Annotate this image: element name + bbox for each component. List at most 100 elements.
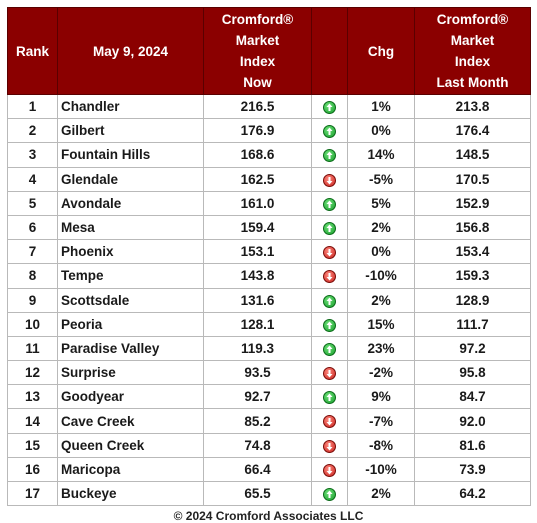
city-cell: Glendale (57, 166, 204, 192)
index-last-month-cell: 95.8 (414, 360, 531, 386)
header-index-now: Cromford® Market Index Now (203, 7, 312, 95)
table-row: 11 Paradise Valley 119.3 23% 97.2 (7, 335, 531, 362)
city-cell: Fountain Hills (57, 142, 204, 168)
header-trend (311, 7, 348, 95)
rank-cell: 8 (7, 263, 58, 289)
table-row: 6 Mesa 159.4 2% 156.8 (7, 214, 531, 241)
index-now-cell: 66.4 (203, 456, 312, 483)
header-rank: Rank (7, 7, 58, 95)
index-last-month-cell: 176.4 (414, 118, 531, 144)
index-last-month-cell: 92.0 (414, 408, 531, 434)
index-now-cell: 159.4 (203, 214, 312, 241)
index-now-cell: 162.5 (203, 166, 312, 192)
index-now-cell: 216.5 (203, 93, 312, 120)
city-cell: Mesa (57, 214, 204, 241)
rank-cell: 11 (7, 335, 58, 362)
index-now-cell: 153.1 (203, 239, 312, 265)
index-now-cell: 85.2 (203, 408, 312, 434)
table-row: 9 Scottsdale 131.6 2% 128.9 (7, 287, 531, 313)
rank-cell: 3 (7, 142, 58, 168)
trend-cell (311, 93, 348, 120)
city-cell: Queen Creek (57, 432, 204, 458)
trend-cell (311, 480, 348, 507)
chg-cell: 14% (347, 142, 415, 168)
index-last-month-cell: 84.7 (414, 384, 531, 410)
header-chg: Chg (347, 7, 415, 95)
table-row: 13 Goodyear 92.7 9% 84.7 (7, 384, 531, 410)
rank-cell: 14 (7, 408, 58, 434)
arrow-down-icon (323, 415, 336, 429)
chg-cell: 2% (347, 480, 415, 507)
trend-cell (311, 360, 348, 386)
arrow-down-icon (323, 439, 336, 453)
city-cell: Goodyear (57, 384, 204, 410)
arrow-down-icon (323, 270, 336, 284)
chg-cell: 2% (347, 214, 415, 241)
rank-cell: 15 (7, 432, 58, 458)
market-index-table-container: Rank May 9, 2024 Cromford® Market Index … (7, 7, 531, 523)
index-last-month-cell: 152.9 (414, 190, 531, 216)
trend-cell (311, 166, 348, 192)
copyright-footer: © 2024 Cromford Associates LLC (173, 509, 364, 523)
city-cell: Maricopa (57, 456, 204, 483)
market-index-table: Rank May 9, 2024 Cromford® Market Index … (7, 7, 531, 507)
rank-cell: 17 (7, 480, 58, 507)
arrow-up-icon (323, 318, 336, 332)
index-now-cell: 161.0 (203, 190, 312, 216)
rank-cell: 2 (7, 118, 58, 144)
city-cell: Buckeye (57, 480, 204, 507)
chg-cell: 1% (347, 93, 415, 120)
arrow-up-icon (323, 391, 336, 405)
header-now-line: Index (239, 54, 276, 69)
trend-cell (311, 432, 348, 458)
index-last-month-cell: 153.4 (414, 239, 531, 265)
trend-cell (311, 456, 348, 483)
rank-cell: 1 (7, 93, 58, 120)
header-row: Rank May 9, 2024 Cromford® Market Index … (7, 7, 531, 95)
header-last-line: Last Month (436, 75, 509, 90)
trend-cell (311, 311, 348, 337)
trend-cell (311, 384, 348, 410)
index-last-month-cell: 111.7 (414, 311, 531, 337)
arrow-up-icon (323, 101, 336, 115)
index-now-cell: 92.7 (203, 384, 312, 410)
arrow-up-icon (323, 294, 336, 308)
header-index-last-month: Cromford® Market Index Last Month (414, 7, 531, 95)
table-row: 16 Maricopa 66.4 -10% 73.9 (7, 456, 531, 483)
table-row: 10 Peoria 128.1 15% 111.7 (7, 311, 531, 337)
arrow-down-icon (323, 173, 336, 187)
trend-cell (311, 118, 348, 144)
rank-cell: 6 (7, 214, 58, 241)
trend-cell (311, 287, 348, 313)
arrow-up-icon (323, 197, 336, 211)
index-last-month-cell: 148.5 (414, 142, 531, 168)
arrow-up-icon (323, 149, 336, 163)
chg-cell: -8% (347, 432, 415, 458)
arrow-down-icon (323, 463, 336, 477)
table-row: 4 Glendale 162.5 -5% 170.5 (7, 166, 531, 192)
header-now-line: Cromford® (221, 12, 294, 27)
city-cell: Phoenix (57, 239, 204, 265)
arrow-up-icon (323, 125, 336, 139)
rank-cell: 9 (7, 287, 58, 313)
city-cell: Chandler (57, 93, 204, 120)
table-row: 17 Buckeye 65.5 2% 64.2 (7, 480, 531, 507)
header-last-line: Index (454, 54, 491, 69)
city-cell: Gilbert (57, 118, 204, 144)
arrow-down-icon (323, 246, 336, 260)
rank-cell: 5 (7, 190, 58, 216)
index-last-month-cell: 73.9 (414, 456, 531, 483)
chg-cell: 23% (347, 335, 415, 362)
index-last-month-cell: 159.3 (414, 263, 531, 289)
chg-cell: -10% (347, 456, 415, 483)
index-now-cell: 131.6 (203, 287, 312, 313)
trend-cell (311, 239, 348, 265)
chg-cell: 5% (347, 190, 415, 216)
table-row: 15 Queen Creek 74.8 -8% 81.6 (7, 432, 531, 458)
trend-cell (311, 190, 348, 216)
chg-cell: 0% (347, 118, 415, 144)
index-last-month-cell: 97.2 (414, 335, 531, 362)
chg-cell: 2% (347, 287, 415, 313)
rank-cell: 16 (7, 456, 58, 483)
index-now-cell: 143.8 (203, 263, 312, 289)
